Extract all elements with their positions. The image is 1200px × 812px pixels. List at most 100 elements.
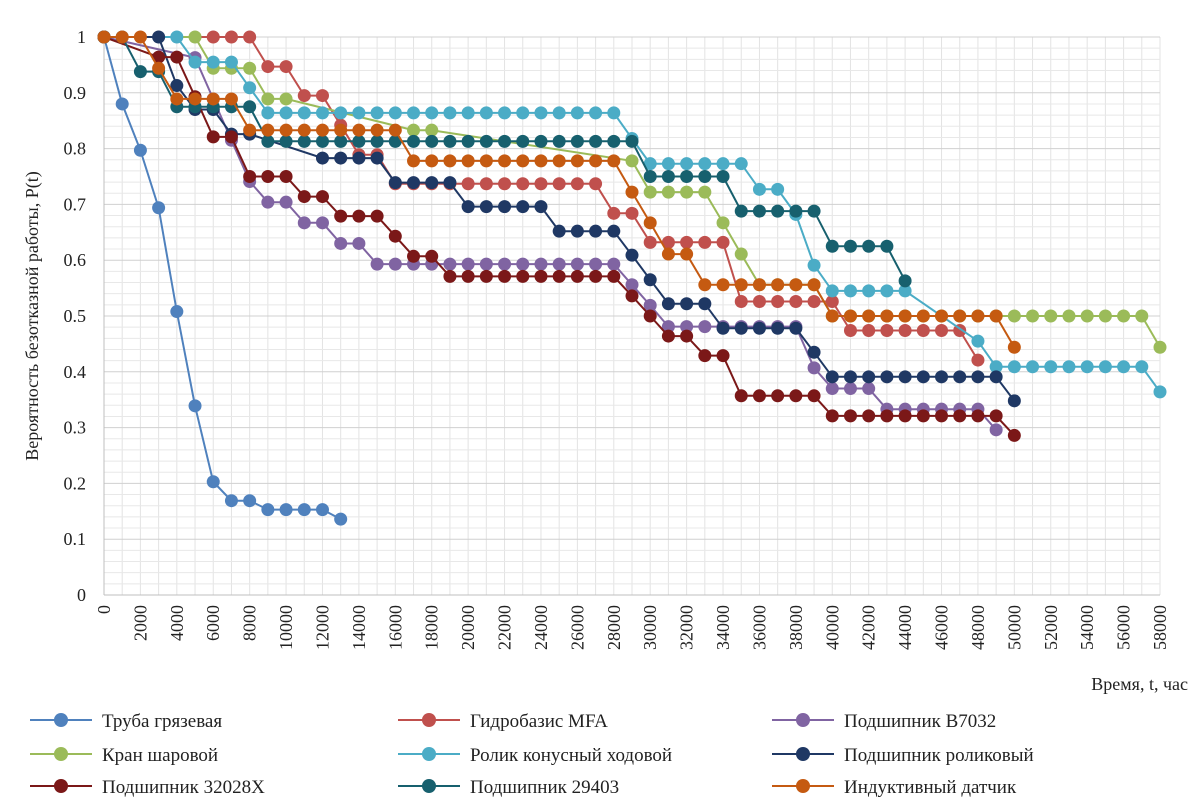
data-point [152,30,166,44]
data-point [206,55,220,69]
legend-item-2: Гидробазис MFA [398,711,608,732]
x-tick-label: 40000 [822,605,842,650]
data-point [807,258,821,272]
x-tick-label: 46000 [932,605,952,650]
data-point [498,177,512,191]
data-point [516,269,530,283]
data-point [734,389,748,403]
data-point [698,235,712,249]
data-point [716,321,730,335]
legend-label: Подшипник 32028X [102,777,265,798]
data-point [370,151,384,165]
data-point [825,294,839,308]
data-point [552,177,566,191]
data-point [607,269,621,283]
data-point [698,170,712,183]
data-point [188,55,202,69]
legend-marker-icon [796,747,810,761]
legend-marker-icon [422,713,436,727]
data-point [97,30,111,44]
data-point [188,399,202,413]
data-point [1026,360,1040,374]
data-point [607,206,621,220]
data-point [807,294,821,308]
y-tick-label: 0.6 [64,250,87,270]
data-point [862,409,876,423]
data-point [498,134,512,148]
data-point [625,134,639,148]
data-point [880,324,894,338]
data-point [570,177,584,191]
data-point [916,409,930,423]
data-point [643,157,657,171]
legend-item-8: Подшипник 29403 [398,777,619,798]
data-point [680,329,694,343]
data-point [279,170,293,183]
data-point [1062,309,1076,323]
y-tick-label: 0.5 [64,306,87,326]
data-point [643,273,657,287]
y-axis-title: Вероятность безотказной работы, P(t) [22,171,43,460]
data-point [1135,309,1149,323]
data-point [1098,360,1112,374]
y-tick-label: 0.4 [64,362,87,382]
data-point [643,185,657,199]
data-point [425,123,439,137]
data-point [935,309,949,323]
data-point [133,65,147,79]
data-point [297,134,311,148]
data-point [607,106,621,120]
legend-marker-icon [422,779,436,793]
x-tick-label: 12000 [312,605,332,650]
data-point [807,345,821,359]
data-point [498,106,512,120]
data-point [261,92,275,106]
data-point [370,123,384,137]
x-tick-label: 44000 [895,605,915,650]
data-point [461,154,475,168]
data-point [734,247,748,261]
data-point [279,60,293,74]
data-point [570,224,584,238]
data-point [734,294,748,308]
data-point [297,89,311,103]
data-point [661,235,675,249]
data-point [352,151,366,165]
x-tick-label: 6000 [203,605,223,641]
data-point [1153,385,1167,399]
data-point [589,224,603,238]
data-point [498,154,512,168]
data-point [1135,360,1149,374]
data-point [789,389,803,403]
legend-item-9: Индуктивный датчик [772,777,1017,798]
data-point [516,134,530,148]
data-point [661,185,675,199]
data-point [279,503,293,517]
y-tick-label: 0.7 [64,194,87,214]
data-point [589,257,603,271]
data-point [880,239,894,253]
data-point [880,309,894,323]
data-point [261,106,275,120]
data-point [479,200,493,214]
data-point [570,134,584,148]
data-point [152,201,166,215]
data-point [407,134,421,148]
data-point [224,494,238,508]
x-tick-label: 0 [94,605,114,614]
legend-label: Индуктивный датчик [844,777,1017,798]
data-point [461,106,475,120]
x-axis-title: Время, t, час [1091,674,1188,694]
data-point [989,423,1003,437]
data-point [297,123,311,137]
data-point [552,134,566,148]
data-point [261,60,275,74]
data-point [752,321,766,335]
data-point [243,170,257,183]
legend-marker-icon [796,779,810,793]
data-point [534,106,548,120]
data-point [388,123,402,137]
data-point [407,123,421,137]
data-point [953,370,967,384]
